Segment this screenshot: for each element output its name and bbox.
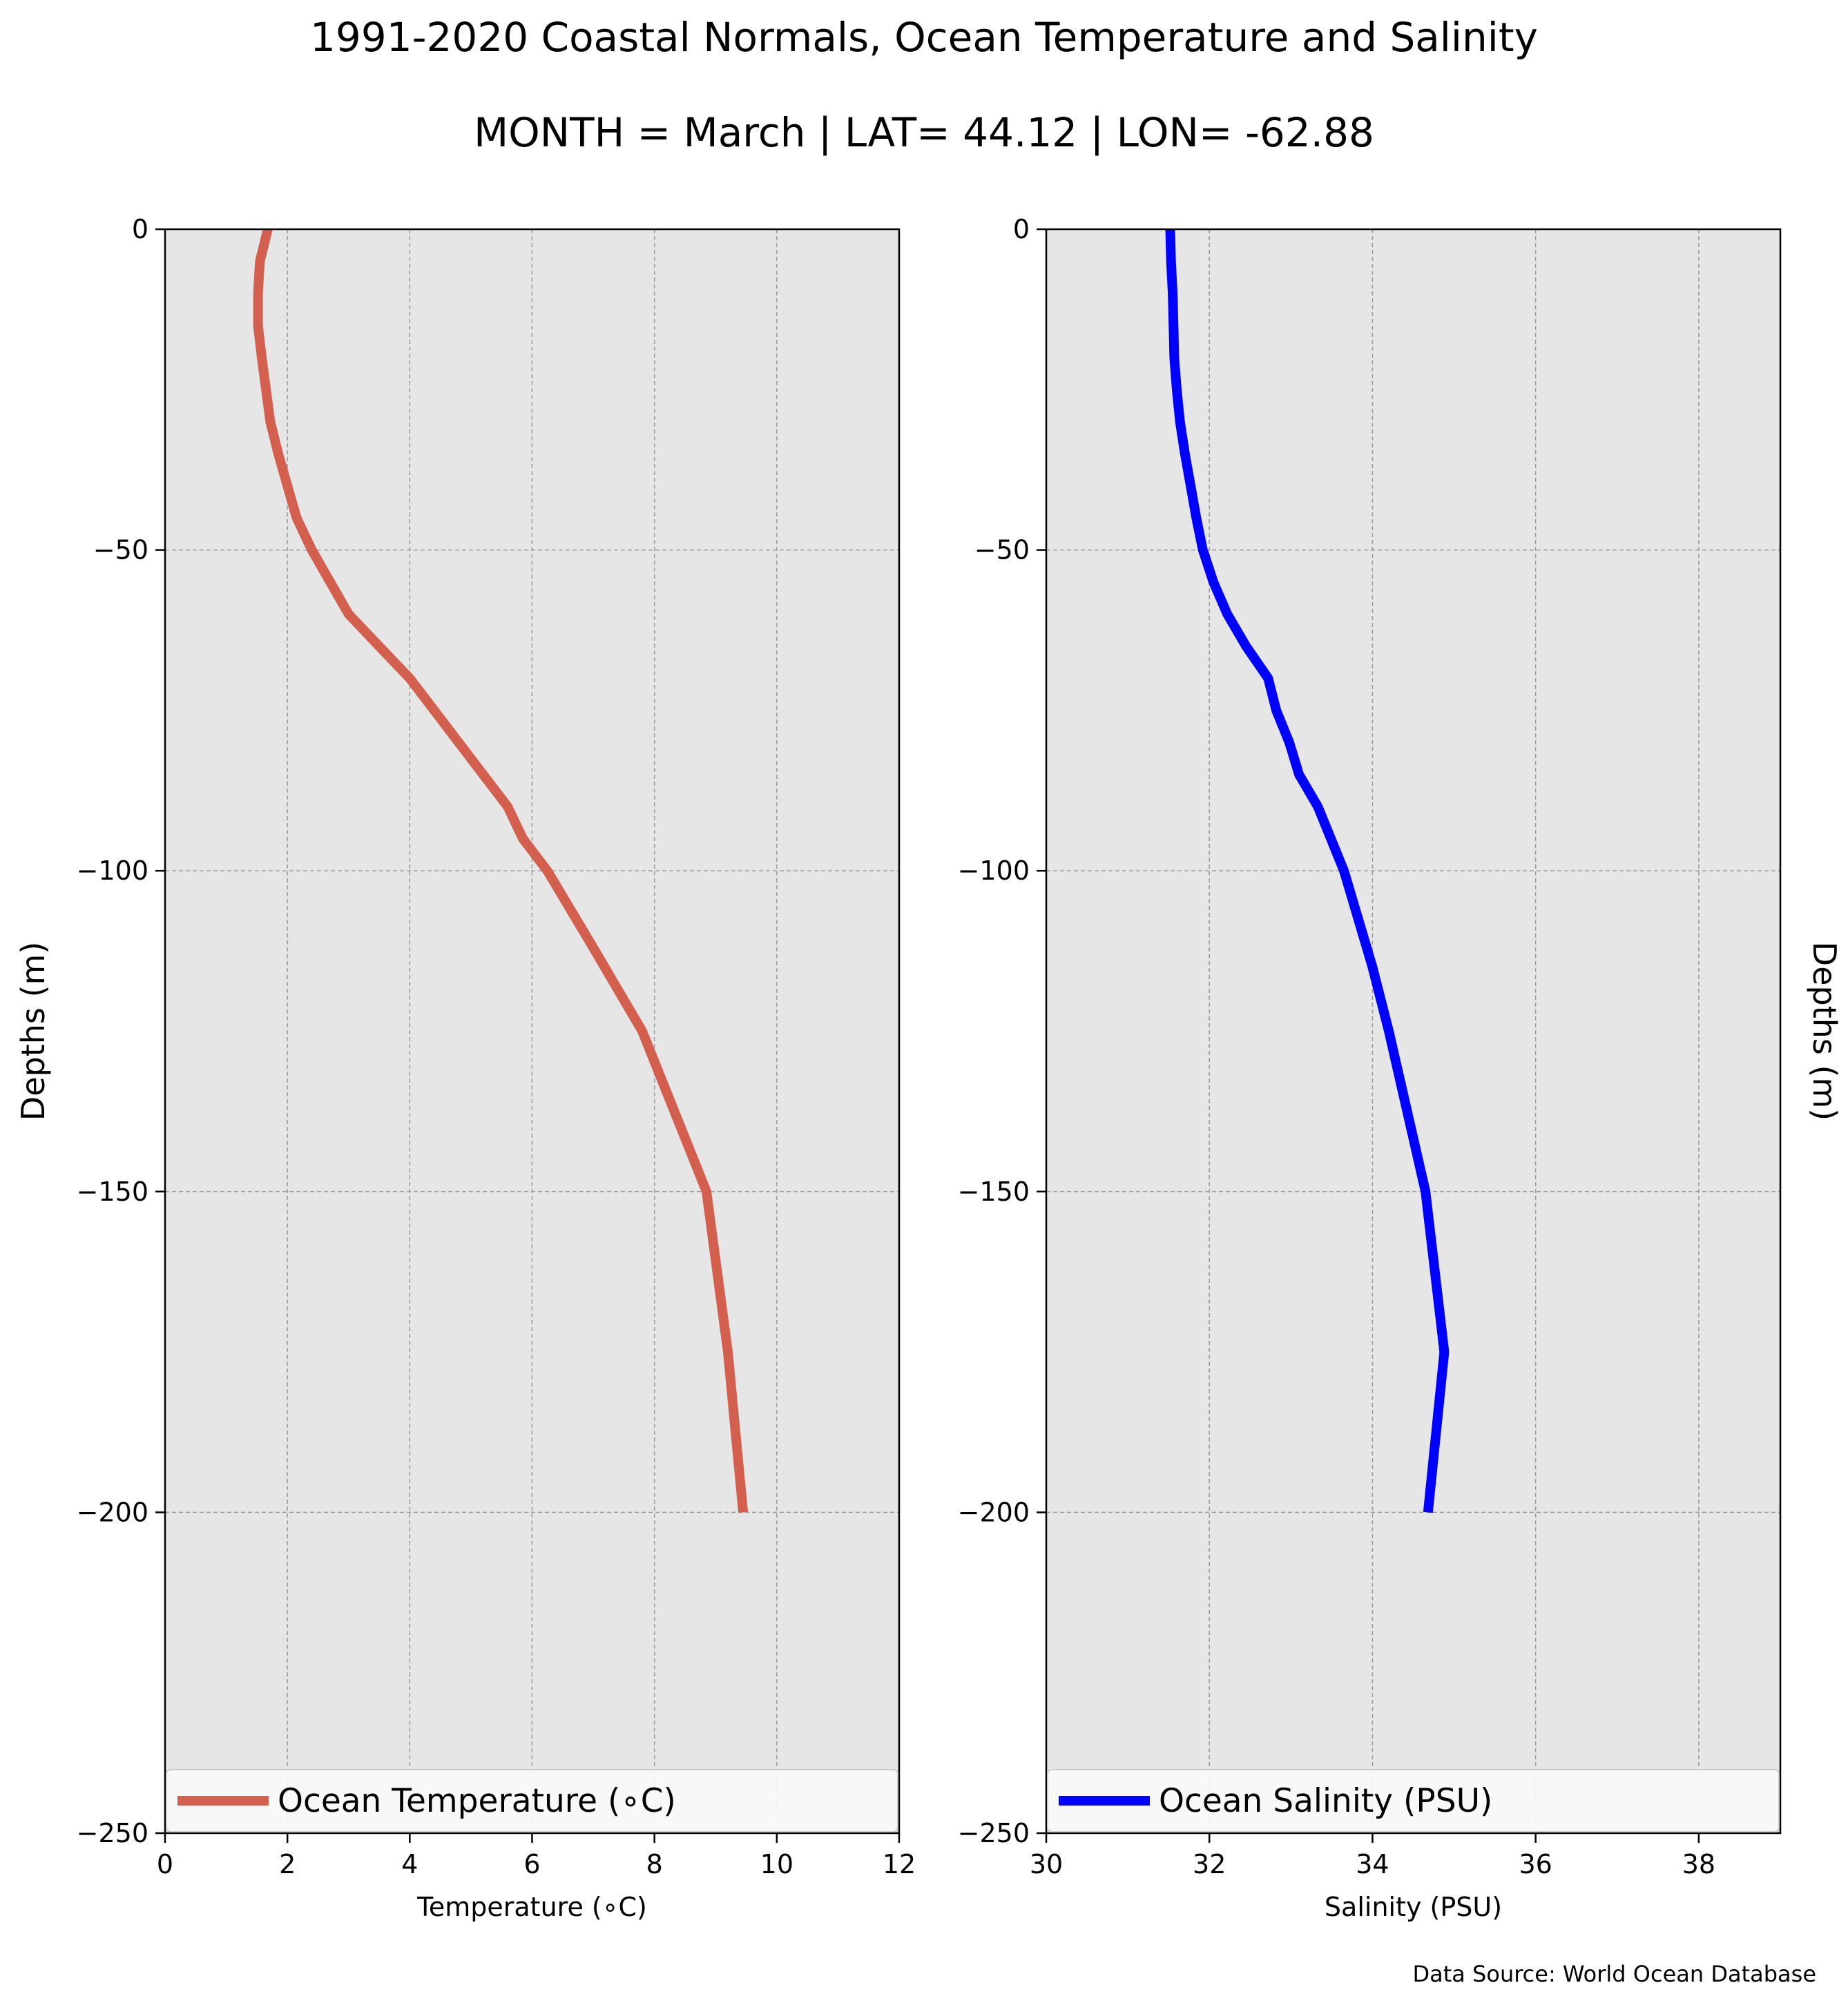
temperature-y-tick-label: −150 — [77, 1177, 148, 1207]
temperature-legend: Ocean Temperature (∘C) — [166, 1769, 898, 1832]
salinity-x-tick-label: 30 — [1030, 1849, 1063, 1879]
salinity-x-tick-label: 32 — [1193, 1849, 1226, 1879]
temperature-legend-label: Ocean Temperature (∘C) — [278, 1782, 676, 1820]
temperature-y-tick-label: −100 — [77, 855, 148, 886]
data-source-note: Data Source: World Ocean Database — [1412, 1961, 1816, 1987]
salinity-y-axis-label: Depths (m) — [1806, 942, 1843, 1121]
temperature-y-tick-label: −250 — [77, 1818, 148, 1848]
salinity-y-tick-label: −50 — [974, 535, 1030, 565]
salinity-panel: 30 32 34 36 38 0 −50 −100 −150 −200 −250 Salinity (… — [958, 214, 1843, 1922]
temperature-y-tick-label: −50 — [93, 535, 148, 565]
salinity-legend-label: Ocean Salinity (PSU) — [1159, 1782, 1492, 1820]
temperature-x-tick-label: 0 — [157, 1849, 173, 1879]
temperature-series-line — [253, 228, 749, 1513]
salinity-axes-frame — [1045, 228, 1782, 1835]
salinity-x-tick-label: 38 — [1682, 1849, 1715, 1879]
temperature-panel: 0 2 4 6 8 10 12 0 −50 −100 −150 −200 −250 Temperature… — [15, 214, 916, 1922]
salinity-series-line — [1165, 229, 1450, 1513]
temperature-y-tick-label: 0 — [132, 214, 148, 244]
chart-title: 1991-2020 Coastal Normals, Ocean Tempera… — [310, 14, 1538, 61]
temperature-x-axis-label: Temperature (∘C) — [416, 1892, 647, 1922]
temperature-x-tick-label: 2 — [279, 1849, 296, 1879]
temperature-x-tick-label: 4 — [401, 1849, 418, 1879]
salinity-legend: Ocean Salinity (PSU) — [1047, 1769, 1780, 1832]
salinity-y-tick-label: −150 — [958, 1177, 1030, 1207]
chart-subtitle: MONTH = March | LAT= 44.12 | LON= -62.88 — [474, 109, 1374, 156]
salinity-x-tick-label: 34 — [1356, 1849, 1389, 1879]
salinity-y-tick-label: 0 — [1013, 214, 1030, 244]
salinity-x-tick-label: 36 — [1519, 1849, 1552, 1879]
salinity-legend-box — [1047, 1769, 1780, 1832]
salinity-y-tick-label: −250 — [958, 1818, 1030, 1848]
temperature-x-tick-label: 12 — [883, 1849, 916, 1879]
temperature-x-tick-label: 10 — [760, 1849, 793, 1879]
temperature-y-tick-label: −200 — [77, 1497, 148, 1527]
temperature-y-axis-label: Depths (m) — [15, 942, 52, 1121]
temperature-legend-box — [166, 1769, 898, 1832]
salinity-x-axis-label: Salinity (PSU) — [1325, 1892, 1502, 1922]
salinity-y-tick-label: −100 — [958, 855, 1030, 886]
salinity-y-tick-label: −200 — [958, 1497, 1030, 1527]
temperature-x-tick-label: 6 — [523, 1849, 540, 1879]
salinity-plot-area — [1046, 229, 1780, 1833]
temperature-x-tick-label: 8 — [646, 1849, 663, 1879]
